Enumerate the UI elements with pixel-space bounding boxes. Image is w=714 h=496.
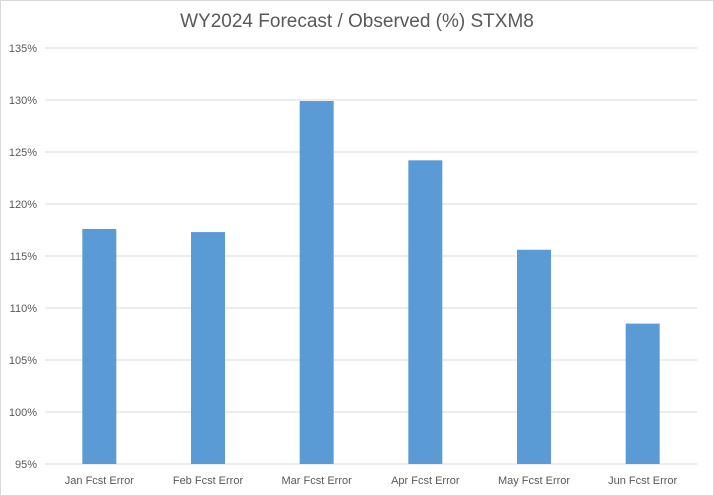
y-tick-label: 130% bbox=[9, 95, 37, 107]
x-axis-ticks: Jan Fcst Error Feb Fcst Error Mar Fcst Err… bbox=[65, 475, 678, 487]
bar-5 bbox=[517, 249, 551, 464]
bar-4 bbox=[408, 160, 443, 464]
x-tick-label: Jun Fcst Error bbox=[608, 475, 677, 487]
y-axis-ticks: 95% 100% 105% 110% 115% 120% 125% 130% 135% bbox=[9, 43, 37, 471]
y-tick-label: 110% bbox=[10, 303, 38, 315]
bar-3 bbox=[299, 101, 334, 464]
x-tick-label: Apr Fcst Error bbox=[391, 475, 460, 487]
bar-1 bbox=[82, 228, 117, 464]
x-tick-label: Feb Fcst Error bbox=[173, 475, 244, 487]
bar-6 bbox=[625, 323, 660, 464]
chart-title: WY2024 Forecast / Observed (%) STXM8 bbox=[180, 11, 534, 32]
y-tick-label: 125% bbox=[9, 147, 37, 159]
bars bbox=[82, 101, 660, 464]
y-tick-label: 135% bbox=[9, 43, 37, 55]
gridlines bbox=[45, 47, 697, 465]
y-tick-label: 120% bbox=[9, 199, 37, 211]
x-tick-label: Mar Fcst Error bbox=[282, 475, 353, 487]
y-tick-label: 100% bbox=[9, 407, 37, 419]
x-tick-label: Jan Fcst Error bbox=[65, 475, 134, 487]
y-tick-label: 105% bbox=[9, 355, 37, 367]
y-tick-label: 115% bbox=[10, 251, 38, 263]
bar-2 bbox=[191, 232, 225, 464]
y-tick-label: 95% bbox=[15, 459, 37, 471]
x-tick-label: May Fcst Error bbox=[498, 475, 570, 487]
